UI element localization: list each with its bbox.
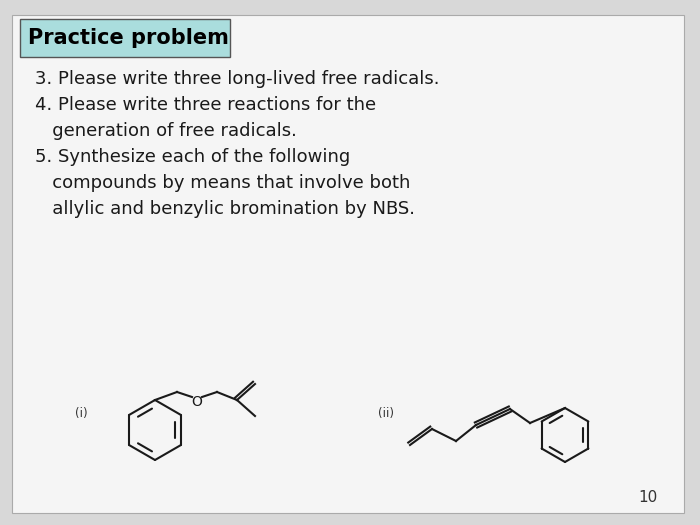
FancyBboxPatch shape <box>12 15 684 513</box>
Text: 4. Please write three reactions for the: 4. Please write three reactions for the <box>35 96 376 114</box>
FancyBboxPatch shape <box>20 19 230 57</box>
Text: compounds by means that involve both: compounds by means that involve both <box>35 174 410 192</box>
Text: 3. Please write three long-lived free radicals.: 3. Please write three long-lived free ra… <box>35 70 440 88</box>
Text: (ii): (ii) <box>378 406 394 419</box>
Text: Practice problem: Practice problem <box>28 28 229 48</box>
Text: O: O <box>192 395 202 409</box>
Text: generation of free radicals.: generation of free radicals. <box>35 122 297 140</box>
Text: 5. Synthesize each of the following: 5. Synthesize each of the following <box>35 148 350 166</box>
Text: 10: 10 <box>638 490 658 505</box>
Text: (i): (i) <box>75 406 88 419</box>
Text: allylic and benzylic bromination by NBS.: allylic and benzylic bromination by NBS. <box>35 200 415 218</box>
